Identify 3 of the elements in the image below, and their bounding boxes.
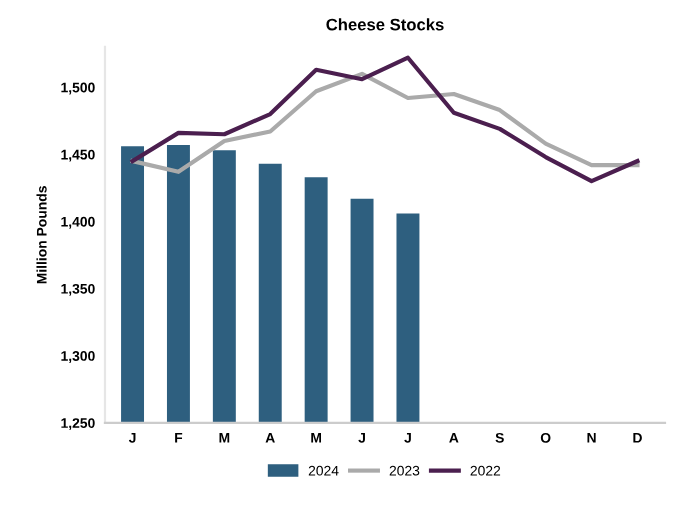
chart-title: Cheese Stocks: [326, 18, 444, 31]
line-series: [130, 71, 640, 174]
line-series: [130, 55, 640, 184]
